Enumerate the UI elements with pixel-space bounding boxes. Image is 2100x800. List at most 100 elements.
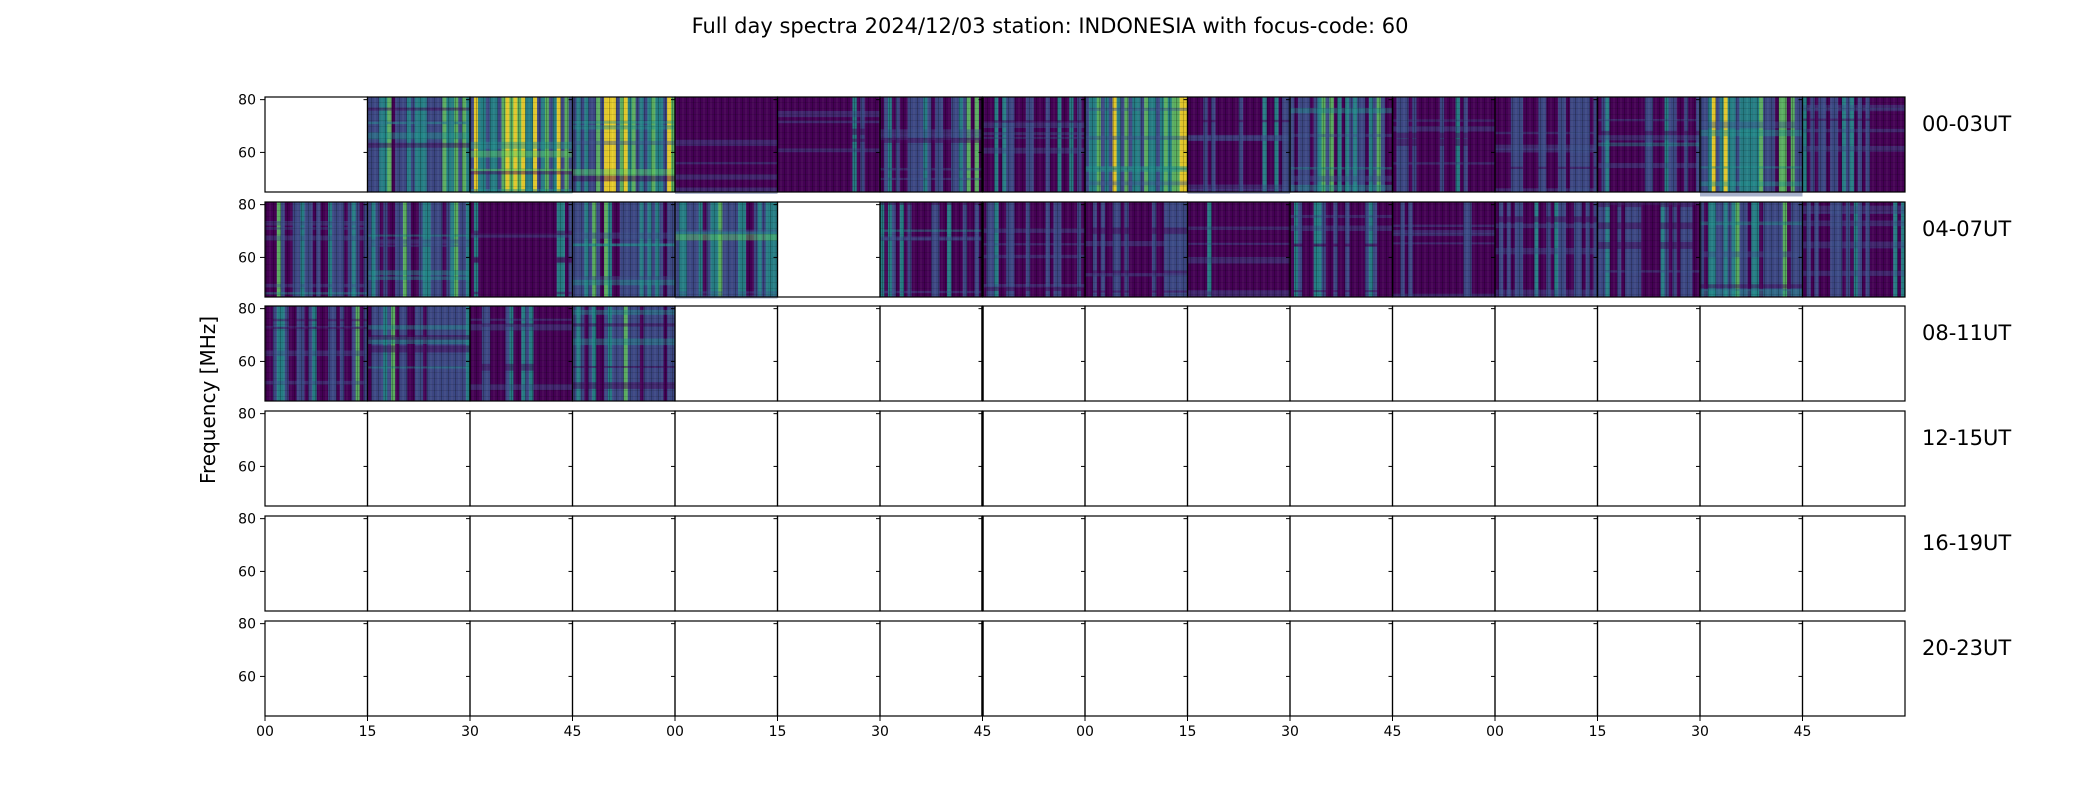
row-label: 20-23UT [1922, 636, 2011, 660]
subplot-frame [879, 410, 984, 507]
spectra-row-20-23UT: 60 80 20-23UT [238, 617, 2011, 717]
subplot-frame [981, 305, 1086, 402]
subplot-frame [1084, 620, 1189, 717]
subplot-frame [776, 305, 881, 402]
spectrogram-texture [367, 202, 470, 297]
spectrogram-cell [470, 202, 573, 297]
row-label: 00-03UT [1922, 112, 2011, 136]
spectrogram-cell [1392, 202, 1496, 297]
spectrogram-cell [572, 97, 676, 192]
subplot-frame [1186, 620, 1291, 717]
spectrogram-texture [367, 97, 470, 192]
spectrogram-texture [265, 202, 368, 297]
subplot-frame [264, 620, 369, 717]
subplot-frame [1186, 515, 1291, 612]
subplot-frame [776, 410, 881, 507]
x-tick-label: 45 [974, 724, 992, 740]
subplot-frame [571, 620, 676, 717]
x-tick-label: 15 [1179, 724, 1197, 740]
subplot-frame [674, 305, 779, 402]
spectrogram-texture [1597, 202, 1700, 297]
spectrogram-texture [1290, 97, 1393, 192]
subplot-frame [264, 96, 369, 193]
spectrogram-texture [572, 202, 675, 297]
subplot-frame [1801, 201, 1906, 298]
spectrogram-cell [675, 202, 778, 299]
spectrogram-texture [982, 202, 1085, 297]
spectrogram-cell [675, 97, 778, 194]
subplot-frame [879, 620, 984, 717]
x-tick-label: 30 [1281, 724, 1299, 740]
subplot-frame [1186, 410, 1291, 507]
x-tick-label: 00 [666, 724, 684, 740]
subplot-frame [1699, 305, 1804, 402]
spectrogram-texture [1700, 97, 1803, 192]
subplot-frame [264, 515, 369, 612]
spectrogram-texture [367, 306, 470, 401]
spectrogram-texture [982, 97, 1085, 192]
spectrogram-texture [265, 306, 368, 401]
y-tick-label: 80 [238, 512, 256, 528]
spectrogram-texture [777, 97, 880, 192]
spectrogram-cell [1290, 202, 1393, 297]
spectrogram-cell [880, 97, 983, 192]
spectrogram-cell [1085, 97, 1188, 192]
spectrogram-texture [1495, 97, 1598, 192]
subplot-frame [1494, 410, 1599, 507]
row-label: 16-19UT [1922, 531, 2011, 555]
x-tick-label: 15 [769, 724, 787, 740]
spectrogram-cell [265, 306, 368, 401]
spectrogram-cell [1085, 202, 1188, 297]
x-tick-label: 00 [256, 724, 274, 740]
spectrogram-cell [982, 202, 1086, 297]
spectrogram-cell [1802, 97, 1906, 192]
spectrogram-cell [470, 97, 573, 194]
spectrogram-texture [572, 306, 675, 401]
x-tick-label: 15 [359, 724, 377, 740]
row-label: 08-11UT [1922, 321, 2011, 345]
subplot-frame [366, 410, 471, 507]
y-tick-label: 60 [238, 564, 256, 580]
subplot-frame [469, 410, 574, 507]
spectrogram-cell [367, 202, 471, 297]
subplot-frame [1494, 620, 1599, 717]
spectrogram-texture [1597, 97, 1700, 192]
subplot-frame [674, 515, 779, 612]
chart-title: Full day spectra 2024/12/03 station: IND… [692, 14, 1409, 38]
subplot-frame [1801, 515, 1906, 612]
spectrogram-texture [1802, 202, 1905, 297]
y-tick-label: 60 [238, 459, 256, 475]
subplot-frame [264, 410, 369, 507]
subplot-frame [1186, 305, 1291, 402]
subplot-frame [674, 410, 779, 507]
spectrogram-texture [1085, 202, 1188, 297]
subplot-frame [366, 515, 471, 612]
y-tick-label: 80 [238, 198, 256, 214]
spectrogram-texture [1700, 202, 1803, 297]
spectrogram-cell [265, 202, 368, 297]
spectrogram-line [1700, 191, 1803, 197]
subplot-frame [981, 620, 1086, 717]
subplot-frame [469, 620, 574, 717]
y-axis-label: Frequency [MHz] [196, 316, 220, 484]
spectrogram-texture [1495, 202, 1598, 297]
x-tick-label: 15 [1589, 724, 1607, 740]
subplot-frame [776, 620, 881, 717]
subplot-frame [1391, 515, 1496, 612]
subplot-frame [981, 410, 1086, 507]
spectrogram-texture [1187, 97, 1290, 192]
spectrogram-texture [1392, 202, 1495, 297]
subplot-frame [571, 515, 676, 612]
spectra-row-04-07UT: 60 80 04-07UT [238, 198, 2011, 299]
spectrogram-cell [1700, 97, 1803, 197]
subplot-frame [1084, 305, 1189, 402]
y-tick-label: 80 [238, 93, 256, 109]
x-tick-label: 45 [564, 724, 582, 740]
spectrogram-cell [1187, 97, 1291, 194]
y-tick-label: 80 [238, 617, 256, 633]
spectrogram-texture [880, 97, 983, 192]
spectrogram-cell [1392, 97, 1495, 192]
row-label: 12-15UT [1922, 426, 2011, 450]
y-tick-label: 60 [238, 354, 256, 370]
y-tick-label: 80 [238, 407, 256, 423]
